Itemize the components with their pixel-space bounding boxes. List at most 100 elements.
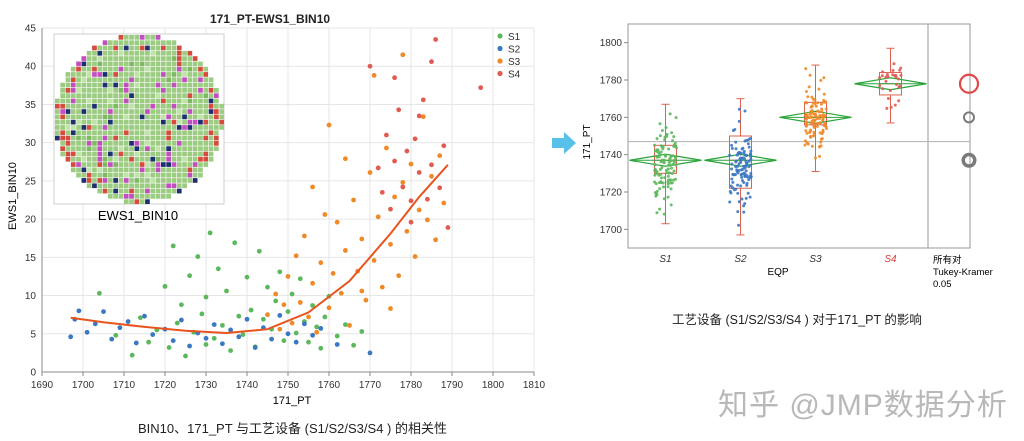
right-data-point: [899, 73, 903, 77]
wafer-die: [182, 50, 187, 56]
data-point-s1: [129, 352, 135, 358]
right-data-point: [805, 131, 809, 135]
right-data-point: [806, 115, 810, 119]
data-point-s1: [232, 240, 238, 246]
wafer-die: [187, 141, 193, 146]
data-point-s3: [314, 329, 320, 335]
wafer-die: [123, 45, 129, 51]
data-point-s4: [388, 206, 393, 212]
wafer-die: [55, 103, 60, 109]
wafer-die: [123, 66, 129, 72]
wafer-die: [208, 103, 214, 109]
wafer-die: [161, 88, 166, 93]
wafer-die: [134, 50, 140, 56]
right-data-point: [807, 130, 811, 134]
wafer-die: [182, 178, 187, 183]
right-data-point: [665, 171, 669, 175]
wafer-die: [198, 82, 203, 88]
data-point-s1: [215, 266, 221, 272]
wafer-die: [214, 130, 219, 136]
wafer-die: [166, 156, 171, 162]
wafer-die: [118, 61, 124, 67]
right-data-point: [744, 173, 748, 177]
wafer-die: [123, 88, 129, 93]
wafer-die: [102, 98, 108, 104]
wafer-die: [192, 88, 198, 93]
wafer-die: [182, 162, 187, 167]
data-point-s3: [379, 284, 385, 290]
data-point-s3: [265, 312, 270, 318]
right-data-point: [747, 159, 751, 163]
wafer-die: [134, 151, 140, 157]
wafer-die: [166, 82, 171, 88]
wafer-die: [145, 125, 150, 130]
wafer-die: [55, 130, 60, 136]
wafer-die: [171, 151, 177, 157]
right-data-point: [661, 181, 665, 185]
comparison-circle-s3: [963, 111, 975, 124]
right-data-point: [728, 153, 732, 157]
wafer-die: [129, 109, 134, 114]
wafer-die: [176, 88, 182, 93]
wafer-die: [108, 172, 113, 178]
wafer-die: [214, 109, 219, 114]
wafer-die: [208, 135, 214, 141]
wafer-die: [161, 61, 166, 67]
wafer-die: [203, 135, 209, 141]
wafer-die: [70, 72, 76, 77]
wafer-die: [145, 114, 150, 120]
wafer-die: [97, 141, 103, 146]
data-point-s2: [187, 343, 193, 349]
data-point-s1: [277, 269, 283, 275]
wafer-die: [150, 88, 156, 93]
right-data-point: [809, 105, 813, 109]
wafer-die: [161, 66, 166, 72]
data-point-s4: [408, 198, 414, 204]
wafer-die: [92, 178, 97, 183]
right-data-point: [881, 70, 885, 74]
right-data-point: [661, 147, 665, 151]
wafer-die: [166, 141, 171, 146]
data-point-s2: [302, 321, 307, 327]
data-point-s3: [338, 290, 344, 296]
wafer-die: [108, 146, 113, 151]
wafer-die: [166, 172, 171, 178]
wafer-die: [171, 40, 177, 45]
wafer-die: [139, 125, 145, 130]
wafer-die: [166, 130, 171, 136]
right-data-point: [744, 169, 748, 173]
wafer-die: [192, 125, 198, 130]
wafer-die: [171, 56, 177, 61]
data-point-s1: [322, 314, 328, 320]
right-data-point: [734, 187, 738, 191]
y-tick-label: 10: [25, 291, 37, 302]
data-point-s3: [318, 260, 324, 266]
right-data-point: [667, 163, 671, 167]
wafer-die: [108, 151, 113, 157]
right-data-point: [749, 149, 753, 153]
wafer-die: [150, 172, 156, 178]
wafer-die: [102, 103, 108, 109]
wafer-die: [92, 77, 97, 83]
wafer-die: [139, 199, 145, 204]
wafer-die: [97, 183, 103, 189]
wafer-die: [134, 45, 140, 51]
wafer-die: [134, 103, 140, 109]
wafer-die: [161, 146, 166, 151]
wafer-die: [166, 56, 171, 61]
wafer-die: [139, 77, 145, 83]
wafer-die: [166, 114, 171, 120]
wafer-die: [118, 194, 124, 199]
wafer-die: [70, 82, 76, 88]
right-data-point: [897, 99, 901, 103]
wafer-die: [70, 119, 76, 125]
wafer-die: [97, 146, 103, 151]
wafer-die: [182, 93, 187, 98]
wafer-die: [76, 130, 81, 136]
left-axes: 1690 1700 1710 1720 1730 1740 1750 1760 1770 1780…: [25, 24, 546, 392]
data-point-s1: [146, 339, 152, 345]
data-point-s1: [236, 313, 242, 319]
wafer-die: [65, 130, 71, 136]
wafer-die: [182, 130, 187, 136]
